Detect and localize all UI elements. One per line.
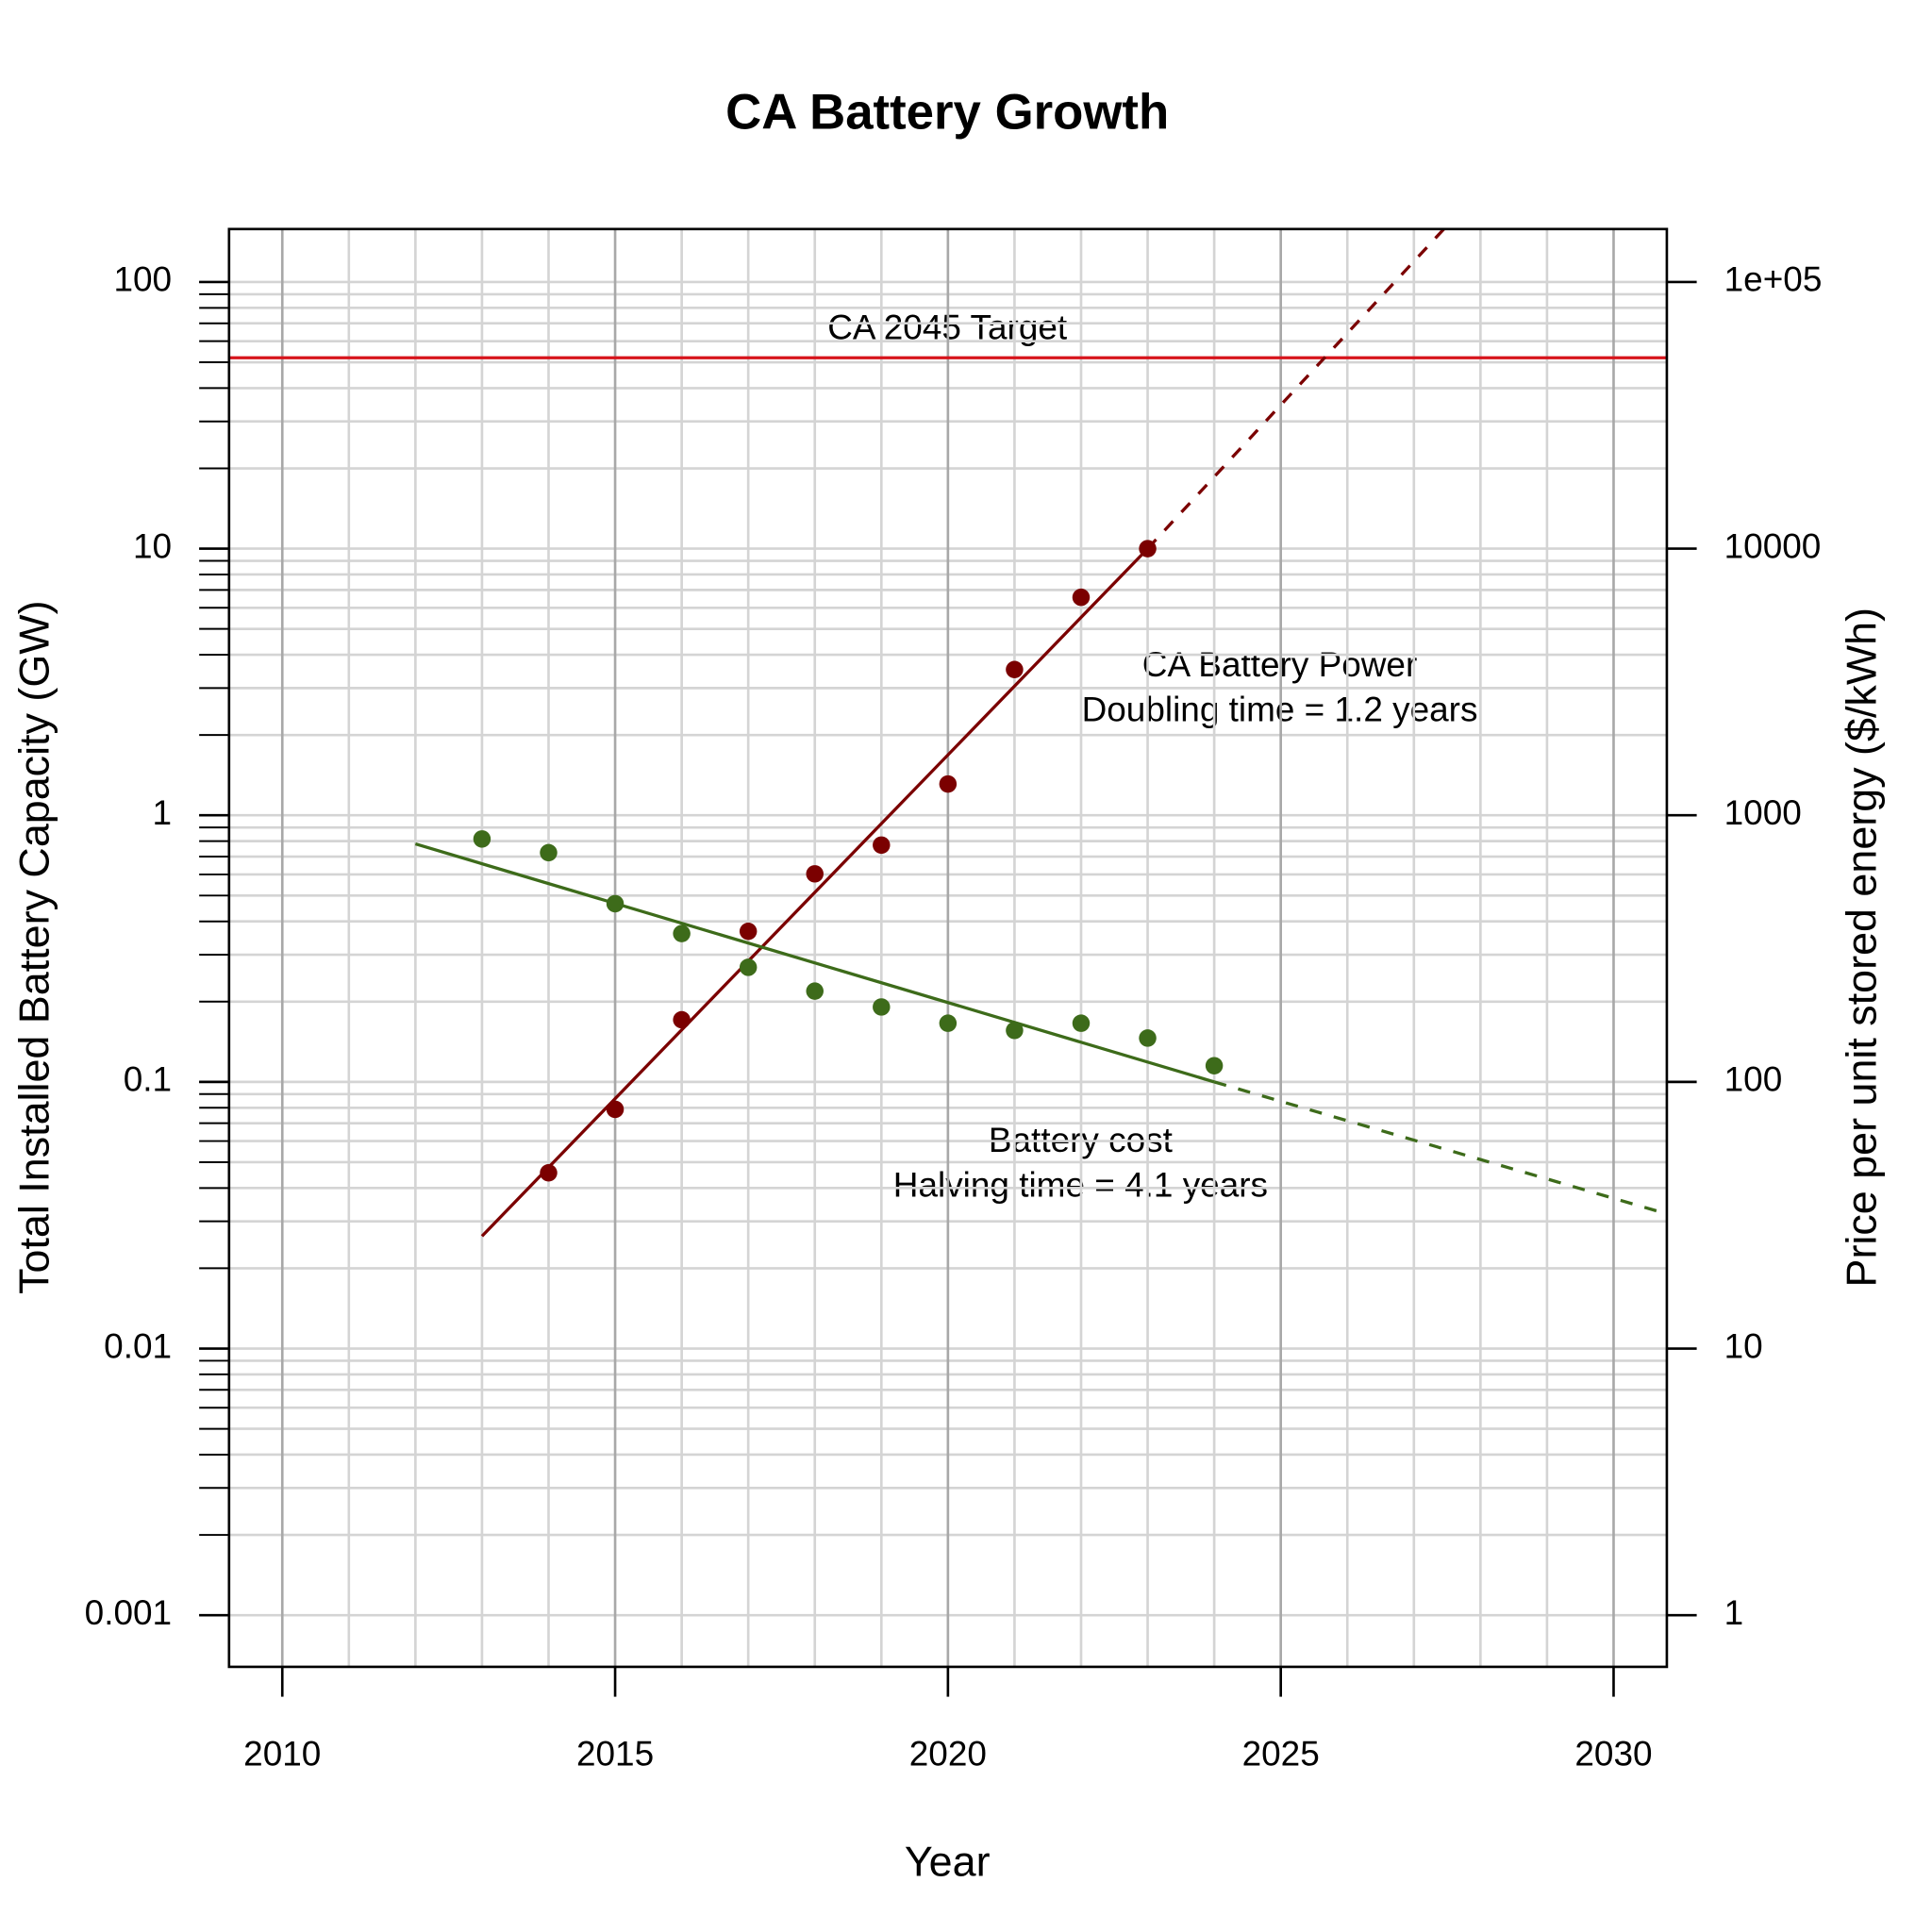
- y2-tick-label: 1000: [1724, 793, 1802, 832]
- data-point: [873, 836, 891, 855]
- data-point: [606, 1100, 625, 1119]
- data-point: [1139, 540, 1157, 558]
- y-tick-label: 0.1: [124, 1060, 172, 1099]
- data-point: [806, 865, 824, 883]
- x-tick-label: 2010: [243, 1735, 321, 1774]
- y2-tick-label: 10000: [1724, 526, 1822, 565]
- data-point: [540, 1164, 558, 1182]
- x-tick-label: 2025: [1242, 1735, 1320, 1774]
- trend-line: [480, 547, 1149, 1238]
- y-axis-label: Total Installed Battery Capacity (GW): [9, 600, 58, 1293]
- y2-tick-label: 1: [1724, 1593, 1744, 1632]
- y-tick-label: 1: [153, 793, 173, 832]
- data-point: [1072, 588, 1091, 607]
- y2-tick-label: 10: [1724, 1326, 1763, 1365]
- y-tick-label: 100: [113, 260, 172, 299]
- data-point: [939, 1014, 958, 1032]
- data-point: [673, 1010, 691, 1029]
- data-point: [606, 894, 625, 913]
- data-point: [673, 924, 691, 942]
- y2-axis-label: Price per unit stored energy ($/kWh): [1838, 608, 1886, 1288]
- y-tick-label: 0.01: [104, 1326, 172, 1365]
- data-point: [873, 998, 891, 1016]
- trend-line: [1213, 1080, 1668, 1216]
- y-tick-label: 10: [133, 526, 172, 565]
- data-point: [939, 774, 958, 793]
- data-point: [1006, 660, 1024, 678]
- chart-title: CA Battery Growth: [725, 85, 1169, 141]
- data-point: [1139, 1029, 1157, 1047]
- x-axis-label: Year: [905, 1838, 991, 1886]
- data-point: [1072, 1014, 1091, 1032]
- data-point: [1205, 1057, 1224, 1074]
- data-point: [739, 958, 758, 976]
- data-point: [1006, 1022, 1024, 1040]
- trend-line: [414, 841, 1215, 1084]
- data-point: [540, 843, 558, 862]
- data-point: [806, 982, 824, 1000]
- y2-tick-label: 100: [1724, 1060, 1783, 1099]
- plot-frame: [227, 227, 1669, 1669]
- y2-tick-label: 1e+05: [1724, 260, 1823, 299]
- x-tick-label: 2015: [576, 1735, 654, 1774]
- y-tick-label: 0.001: [85, 1593, 172, 1632]
- data-point: [473, 830, 491, 848]
- x-tick-label: 2030: [1574, 1735, 1652, 1774]
- data-point: [739, 923, 758, 941]
- x-tick-label: 2020: [909, 1735, 987, 1774]
